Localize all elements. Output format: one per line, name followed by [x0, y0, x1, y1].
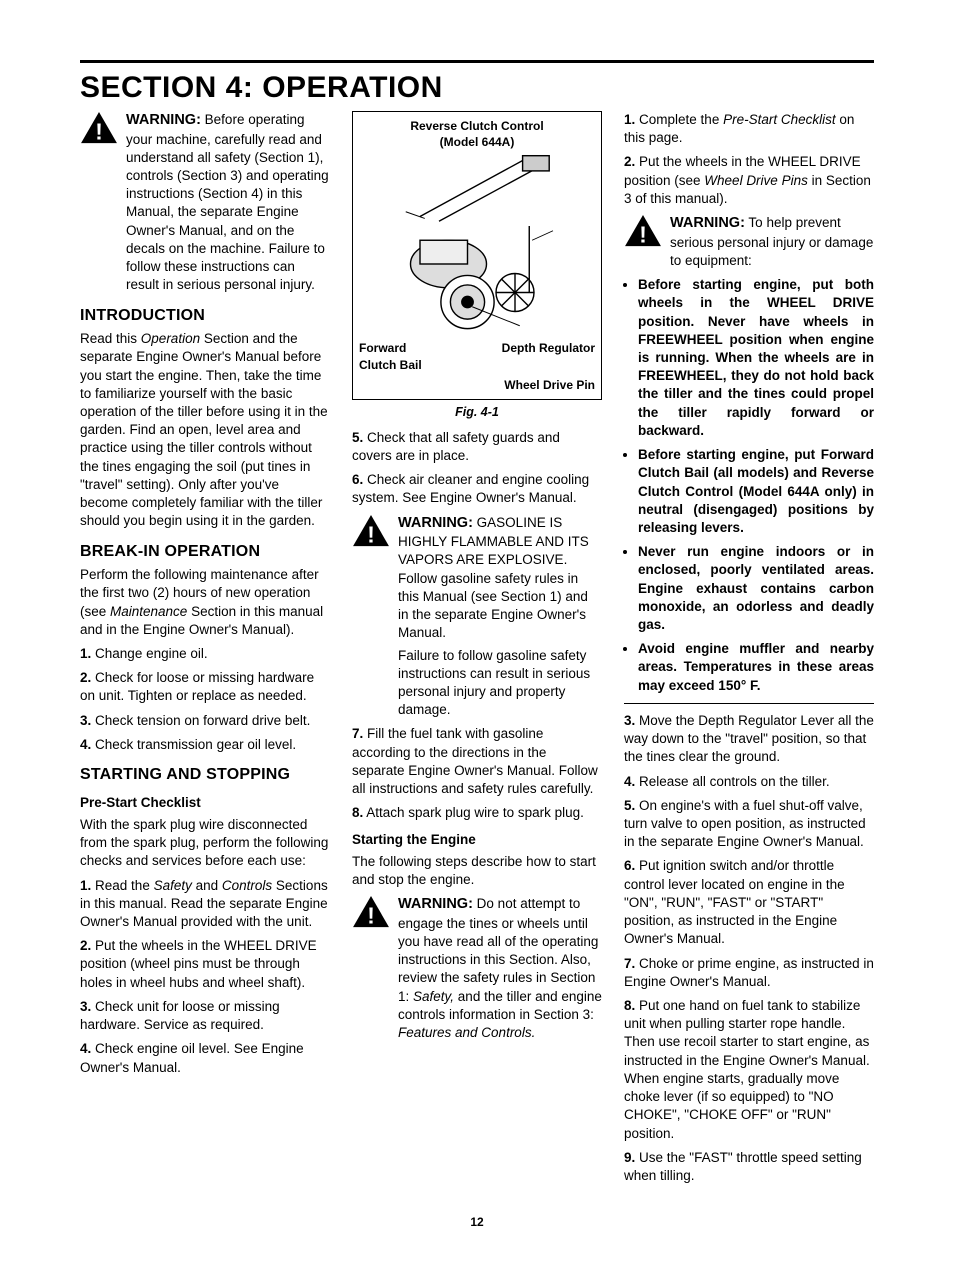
- fig-label-fwdbail: Forward Clutch Bail: [359, 340, 422, 372]
- heading-breakin: BREAK-IN OPERATION: [80, 541, 330, 563]
- engine-item-1: 1. Complete the Pre-Start Checklist on t…: [624, 111, 874, 147]
- breakin-item-2: 2. Check for loose or missing hardware o…: [80, 669, 330, 705]
- intro-text-2: Section and the separate Engine Owner's …: [80, 331, 328, 528]
- bullet-4: Avoid engine muffler and nearby areas. T…: [638, 640, 874, 695]
- page-number: 12: [80, 1215, 874, 1229]
- startengine-intro: The following steps describe how to star…: [352, 853, 602, 889]
- warning-icon: !: [352, 514, 390, 548]
- warning-4: ! WARNING: To help prevent serious perso…: [624, 214, 874, 270]
- svg-text:!: !: [367, 521, 375, 547]
- prestart-item-1: 1. Read the Safety and Controls Sections…: [80, 877, 330, 932]
- svg-text:!: !: [95, 118, 103, 144]
- warning-1-body: Before operating your machine, carefully…: [126, 112, 329, 292]
- heading-startstop: STARTING AND STOPPING: [80, 764, 330, 786]
- prestart-item-2: 2. Put the wheels in the WHEEL DRIVE pos…: [80, 937, 330, 992]
- heading-prestart: Pre-Start Checklist: [80, 794, 330, 812]
- after-item-6: 6. Put ignition switch and/or throttle c…: [624, 857, 874, 948]
- warning-icon: !: [624, 214, 662, 248]
- warning-2: ! WARNING: GASOLINE IS HIGHLY FLAMMABLE …: [352, 514, 602, 720]
- warning-2-lead: WARNING:: [398, 515, 473, 531]
- warning-4-text: WARNING: To help prevent serious persona…: [670, 214, 874, 270]
- warning-1-text: WARNING: Before operating your machine, …: [126, 111, 330, 295]
- bullet-2: Before starting engine, put Forward Clut…: [638, 446, 874, 537]
- intro-italic: Operation: [141, 331, 200, 346]
- after-item-7: 7. Choke or prime engine, as instructed …: [624, 955, 874, 991]
- svg-text:!: !: [367, 903, 375, 929]
- warning-3-lead: WARNING:: [398, 896, 473, 912]
- bullet-1: Before starting engine, put both wheels …: [638, 276, 874, 440]
- breakin-item-1: 1. Change engine oil.: [80, 645, 330, 663]
- figure-box: Reverse Clutch Control (Model 644A): [352, 111, 602, 400]
- bullet-3: Never run engine indoors or in enclosed,…: [638, 543, 874, 634]
- prestart-item-8: 8. Attach spark plug wire to spark plug.: [352, 804, 602, 822]
- prestart-intro: With the spark plug wire disconnected fr…: [80, 816, 330, 871]
- warning-icon: !: [80, 111, 118, 145]
- after-item-5: 5. On engine's with a fuel shut-off valv…: [624, 797, 874, 852]
- intro-text-1: Read this: [80, 331, 141, 346]
- breakin-intro: Perform the following maintenance after …: [80, 566, 330, 639]
- top-rule: [80, 60, 874, 63]
- heading-startengine: Starting the Engine: [352, 831, 602, 849]
- body-columns: ! WARNING: Before operating your machine…: [80, 111, 874, 1191]
- breakin-item-4: 4. Check transmission gear oil level.: [80, 736, 330, 754]
- warning-icon: !: [352, 895, 390, 929]
- figure-caption: Fig. 4-1: [352, 404, 602, 421]
- heading-introduction: INTRODUCTION: [80, 305, 330, 327]
- after-item-4: 4. Release all controls on the tiller.: [624, 773, 874, 791]
- warning-4-lead: WARNING:: [670, 215, 745, 231]
- warning-bullets: Before starting engine, put both wheels …: [624, 276, 874, 695]
- warning-3-body: Do not attempt to engage the tines or wh…: [398, 896, 598, 1003]
- fig-label-row-mid: Forward Clutch Bail Depth Regulator: [359, 340, 595, 372]
- warning-3-text: WARNING: Do not attempt to engage the ti…: [398, 895, 602, 1042]
- breakin-italic: Maintenance: [110, 604, 187, 619]
- prestart-item-5: 5. Check that all safety guards and cove…: [352, 429, 602, 465]
- fig-label-revclutch: Reverse Clutch Control (Model 644A): [359, 118, 595, 150]
- section-title: SECTION 4: OPERATION: [80, 71, 874, 105]
- fig-label-depthreg: Depth Regulator: [502, 340, 595, 372]
- warning-1-lead: WARNING:: [126, 112, 201, 128]
- fig-label-wheelpin: Wheel Drive Pin: [359, 377, 595, 393]
- engine-item-2: 2. Put the wheels in the WHEEL DRIVE pos…: [624, 153, 874, 208]
- warning-2-tail: Failure to follow gasoline safety instru…: [398, 647, 602, 720]
- svg-text:!: !: [639, 221, 647, 247]
- prestart-item-4: 4. Check engine oil level. See Engine Ow…: [80, 1040, 330, 1076]
- warning-2-text: WARNING: GASOLINE IS HIGHLY FLAMMABLE AN…: [398, 514, 602, 720]
- breakin-item-3: 3. Check tension on forward drive belt.: [80, 712, 330, 730]
- after-item-9: 9. Use the "FAST" throttle speed setting…: [624, 1149, 874, 1185]
- prestart-item-7: 7. Fill the fuel tank with gasoline acco…: [352, 725, 602, 798]
- intro-paragraph: Read this Operation Section and the sepa…: [80, 330, 330, 530]
- warning-2-body: GASOLINE IS HIGHLY FLAMMABLE AND ITS VAP…: [398, 515, 589, 641]
- separator: [624, 703, 874, 704]
- prestart-item-3: 3. Check unit for loose or missing hardw…: [80, 998, 330, 1034]
- after-item-8: 8. Put one hand on fuel tank to stabiliz…: [624, 997, 874, 1143]
- warning-3: ! WARNING: Do not attempt to engage the …: [352, 895, 602, 1042]
- after-item-3: 3. Move the Depth Regulator Lever all th…: [624, 712, 874, 767]
- prestart-item-6: 6. Check air cleaner and engine cooling …: [352, 471, 602, 507]
- tiller-illustration: [359, 150, 595, 340]
- warning-1: ! WARNING: Before operating your machine…: [80, 111, 330, 295]
